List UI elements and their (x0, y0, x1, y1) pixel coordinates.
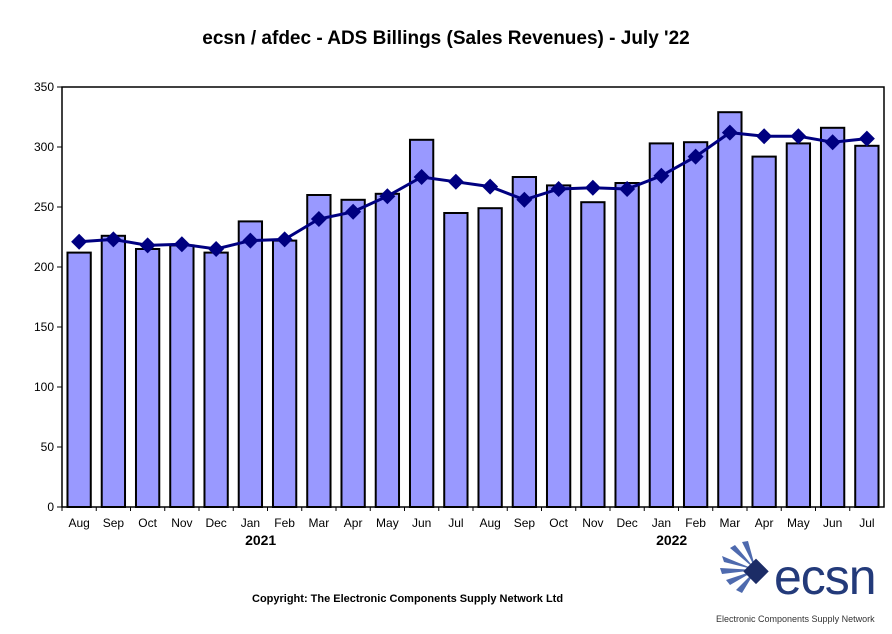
trend-marker (173, 236, 190, 253)
bar (66, 251, 92, 508)
trend-marker (721, 124, 738, 141)
x-tick-label: Sep (103, 516, 125, 530)
x-tick-label: Apr (344, 516, 363, 530)
trend-marker (413, 169, 430, 185)
bar (511, 176, 538, 508)
bar (819, 126, 846, 509)
x-tick-label: Jun (823, 516, 842, 530)
trend-marker (276, 231, 293, 248)
bar (682, 141, 709, 508)
y-tick-label: 300 (34, 140, 54, 154)
y-tick-label: 250 (34, 200, 54, 214)
bar (237, 220, 264, 508)
x-tick-label: Jan (241, 516, 260, 530)
trend-marker (653, 167, 670, 184)
trend-marker (619, 181, 636, 197)
x-tick-label: Oct (549, 516, 568, 530)
bar (545, 184, 572, 508)
bar (751, 155, 777, 508)
x-tick-label: Nov (582, 516, 603, 530)
copyright-text: Copyright: The Electronic Components Sup… (252, 593, 564, 605)
x-tick-label: Jul (448, 516, 463, 530)
trend-marker (756, 128, 773, 145)
x-tick-label: Jan (652, 516, 671, 530)
bar (717, 111, 743, 508)
trend-marker (687, 148, 704, 165)
bar (100, 234, 127, 509)
x-tick-label: Mar (309, 516, 330, 530)
x-tick-label: Apr (755, 516, 774, 530)
y-tick-label: 100 (34, 380, 54, 394)
trend-marker (858, 130, 875, 147)
trend-marker (482, 178, 499, 195)
chart-title: ecsn / afdec - ADS Billings (Sales Reven… (202, 28, 690, 49)
bar (854, 144, 880, 509)
bar (374, 192, 401, 509)
x-tick-label: Jul (859, 516, 874, 530)
y-tick-label: 350 (34, 80, 54, 94)
bar (443, 212, 469, 508)
trend-line (79, 131, 868, 251)
bar (408, 138, 435, 509)
x-tick-label: Mar (720, 516, 741, 530)
trend-marker (310, 211, 327, 227)
x-tick-label: Oct (138, 516, 157, 530)
bar (340, 198, 366, 509)
x-tick-label: Dec (205, 516, 226, 530)
x-tick-label: Nov (171, 516, 192, 530)
year-label: 2022 (656, 532, 687, 548)
bar (614, 182, 640, 508)
logo-caption: Electronic Components Supply Network (716, 614, 875, 624)
x-tick-label: Aug (479, 516, 500, 530)
x-tick-label: Aug (68, 516, 89, 530)
x-tick-label: Dec (616, 516, 637, 530)
y-tick-label: 50 (41, 440, 55, 454)
x-tick-label: Sep (514, 516, 536, 530)
bar (580, 201, 606, 508)
bar (648, 142, 675, 508)
x-tick-label: May (376, 516, 399, 530)
trend-marker (345, 203, 362, 220)
y-tick-label: 0 (47, 500, 54, 514)
trend-marker (790, 128, 807, 145)
bar (306, 194, 332, 508)
trend-marker (242, 232, 259, 249)
bar (134, 248, 161, 508)
trend-marker (550, 181, 567, 197)
x-tick-label: Feb (274, 516, 295, 530)
x-tick-label: Feb (685, 516, 706, 530)
trend-marker (71, 233, 88, 250)
trend-marker (139, 237, 156, 254)
trend-marker (105, 231, 122, 248)
logo-text: ecsn (774, 549, 877, 605)
trend-marker (516, 191, 533, 208)
trend-marker (824, 134, 841, 151)
x-tick-label: Jun (412, 516, 431, 530)
y-tick-label: 150 (34, 320, 54, 334)
year-label: 2021 (245, 532, 276, 548)
ecsn-logo-icon (720, 541, 769, 593)
trend-marker (447, 173, 464, 190)
trend-marker (208, 241, 225, 257)
bar (271, 239, 298, 508)
bar (785, 142, 812, 508)
bar (203, 251, 229, 508)
x-tick-label: May (787, 516, 810, 530)
trend-marker (379, 188, 396, 205)
bar (169, 244, 195, 508)
bar (477, 207, 503, 508)
trend-marker (584, 179, 601, 196)
y-tick-label: 200 (34, 260, 54, 274)
